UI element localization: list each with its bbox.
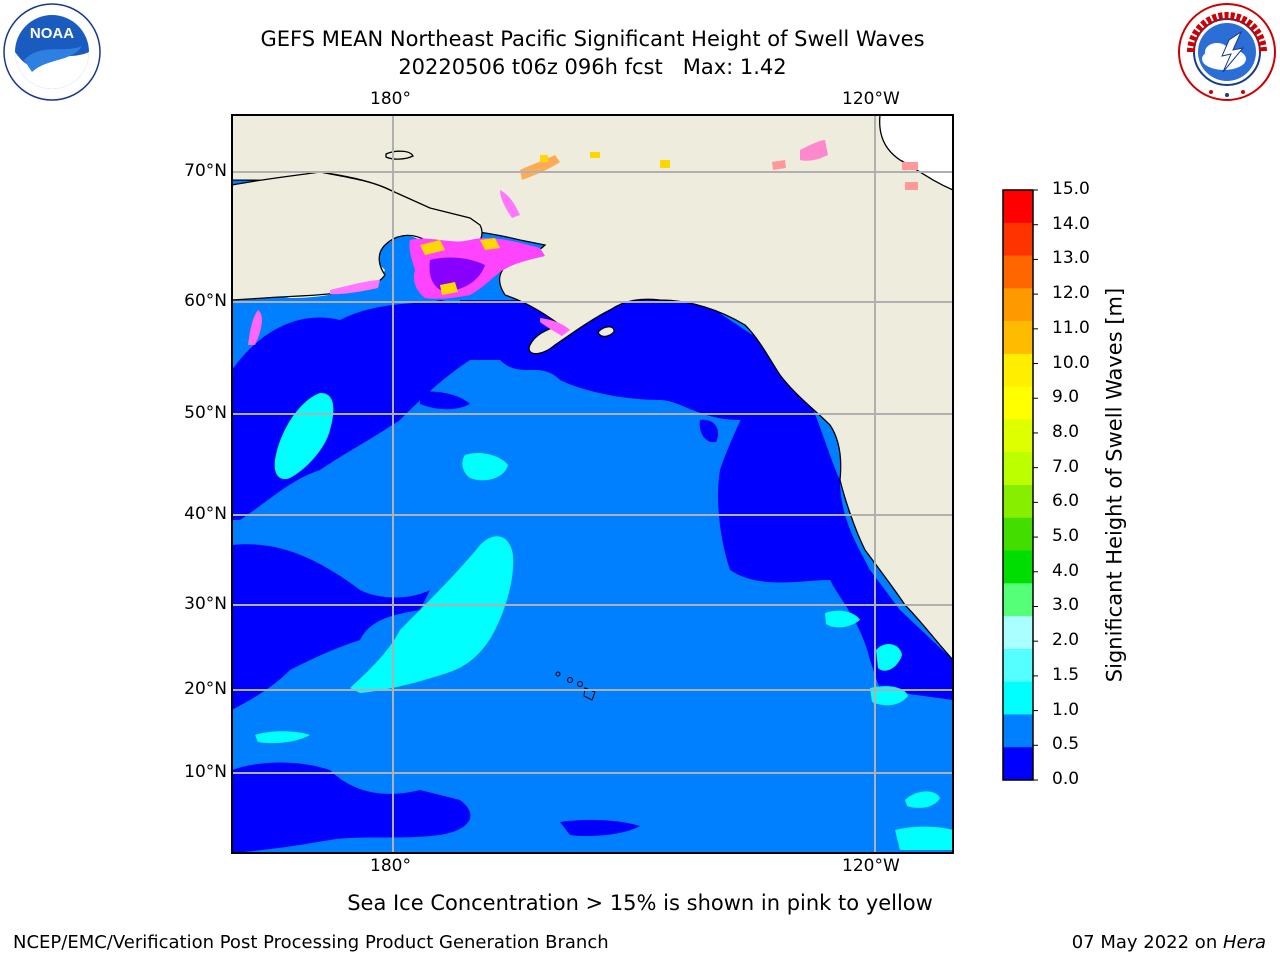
footer-credit: NCEP/EMC/Verification Post Processing Pr… (13, 932, 609, 953)
colorbar-tick-label: 9.0 (1052, 387, 1080, 408)
colorbar-swatch (1003, 321, 1033, 355)
colorbar-tick-label: 15.0 (1052, 179, 1090, 199)
colorbar-tick-label: 14.0 (1052, 213, 1090, 234)
lon-label-top-180: 180° (370, 89, 411, 109)
colorbar-tick-label: 1.5 (1052, 664, 1080, 685)
colorbar-swatch (1003, 288, 1033, 322)
colorbar-title: Significant Height of Swell Waves [m] (1102, 287, 1127, 683)
lat-label-50n: 50°N (184, 403, 227, 423)
map-subtitle: 20220506 t06z 096h fcst Max: 1.42 (398, 55, 787, 79)
colorbar-swatch (1003, 386, 1033, 420)
lat-label-40n: 40°N (184, 504, 227, 524)
sea-ice (248, 140, 918, 345)
colorbar-tick-label: 8.0 (1052, 421, 1080, 442)
colorbar-swatch (1003, 419, 1033, 453)
colorbar-tick-label: 0.5 (1052, 734, 1080, 755)
colorbar-tick-label: 5.0 (1052, 526, 1080, 547)
colorbar-tick-label: 12.0 (1052, 283, 1090, 304)
map-title: GEFS MEAN Northeast Pacific Significant … (260, 27, 925, 51)
lat-label-60n: 60°N (184, 291, 227, 311)
moderate-swell-regions (255, 392, 953, 850)
gridlines (232, 115, 953, 853)
noaa-logo-text: NOAA (30, 25, 74, 42)
colorbar-swatch (1003, 517, 1033, 552)
map-frame (231, 114, 954, 854)
lat-label-30n: 30°N (184, 594, 227, 614)
colorbar-swatch (1003, 714, 1033, 748)
colorbar-swatch (1003, 681, 1033, 715)
colorbar-tick-label: 0.0 (1052, 769, 1080, 789)
lon-label-top-120w: 120°W (842, 89, 900, 109)
colorbar-swatch (1003, 353, 1033, 388)
colorbar-swatch (1003, 452, 1033, 486)
lat-label-20n: 20°N (184, 679, 227, 699)
colorbar-tick-label: 7.0 (1052, 456, 1080, 477)
colorbar-tick-label: 10.0 (1052, 352, 1090, 373)
colorbar-tick-label: 1.0 (1052, 699, 1080, 720)
low-swell-regions (232, 300, 953, 853)
lat-label-10n: 10°N (184, 762, 227, 782)
colorbar (1002, 189, 1038, 781)
colorbar-swatch (1003, 747, 1033, 781)
colorbar-swatch (1003, 616, 1033, 650)
colorbar-tick-label: 6.0 (1052, 491, 1080, 512)
footer-date: 07 May 2022 on Hera (1072, 932, 1266, 953)
footer-date-text: 07 May 2022 on (1071, 932, 1223, 953)
sea-ice-note: Sea Ice Concentration > 15% is shown in … (347, 891, 933, 915)
colorbar-tick-label: 4.0 (1052, 560, 1080, 581)
footer-host: Hera (1222, 932, 1266, 953)
colorbar-swatch (1003, 550, 1033, 584)
colorbar-swatch (1003, 485, 1033, 519)
colorbar-tick-label: 13.0 (1052, 248, 1090, 269)
nws-logo-icon (1178, 3, 1276, 101)
colorbar-tick-label: 3.0 (1052, 595, 1080, 616)
colorbar-tick-label: 11.0 (1052, 317, 1090, 338)
noaa-logo-icon: NOAA (3, 3, 101, 101)
colorbar-frame (1002, 189, 1034, 781)
lat-label-70n: 70°N (184, 161, 227, 181)
colorbar-swatch (1003, 255, 1033, 289)
colorbar-tick-label: 2.0 (1052, 630, 1080, 651)
colorbar-swatch (1003, 222, 1033, 257)
lon-label-bottom-180: 180° (370, 856, 411, 876)
lon-label-bottom-120w: 120°W (842, 856, 900, 876)
colorbar-swatch (1003, 648, 1033, 683)
colorbar-swatch (1003, 190, 1033, 224)
colorbar-swatch (1003, 583, 1033, 617)
